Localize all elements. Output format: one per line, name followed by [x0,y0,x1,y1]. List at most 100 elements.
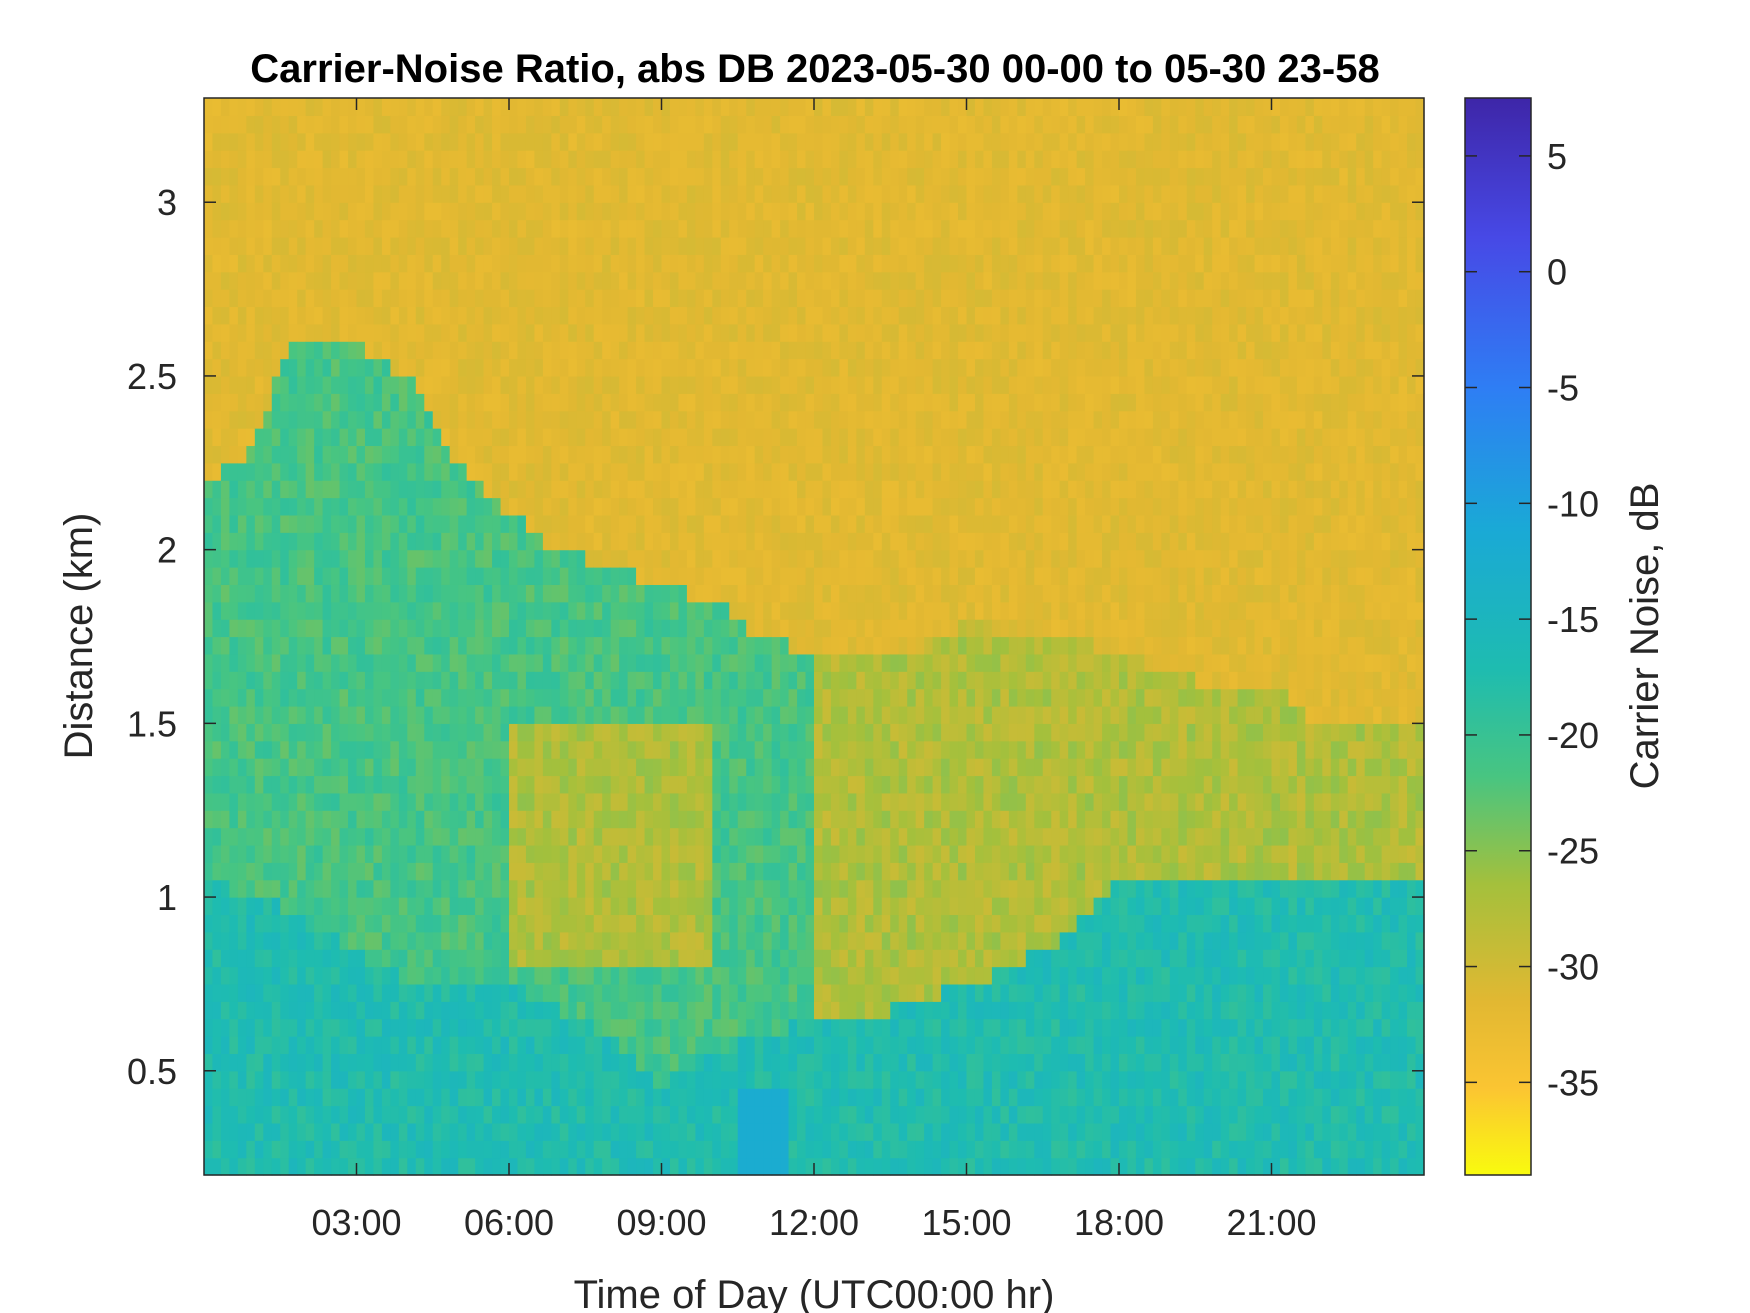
heatmap-cell [466,150,476,169]
heatmap-cell [204,393,214,412]
heatmap-cell [839,601,849,620]
heatmap-cell [780,897,790,916]
heatmap-cell [737,792,747,811]
heatmap-cell [712,202,722,221]
heatmap-cell [441,897,451,916]
heatmap-cell [576,98,586,116]
heatmap-cell [737,236,747,255]
heatmap-cell [212,445,222,464]
heatmap-cell [678,723,688,742]
heatmap-cell [703,914,713,933]
heatmap-cell [746,184,756,203]
heatmap-cell [263,810,273,829]
heatmap-cell [873,1018,883,1037]
heatmap-cell [619,341,629,360]
heatmap-cell [822,341,832,360]
heatmap-cell [483,428,493,447]
heatmap-cell [542,897,552,916]
heatmap-cell [542,844,552,863]
heatmap-cell [356,897,366,916]
heatmap-cell [602,480,612,499]
heatmap-cell [288,619,298,638]
heatmap-cell [475,375,485,394]
heatmap-cell [729,671,739,690]
heatmap-cell [356,410,366,429]
heatmap-cell [763,184,773,203]
heatmap-cell [390,1088,400,1107]
heatmap-cell [204,375,214,394]
heatmap-cell [509,1070,519,1089]
heatmap-cell [314,1157,324,1176]
heatmap-cell [458,323,468,342]
heatmap-cell [576,931,586,950]
heatmap-cell [297,1001,307,1020]
heatmap-cell [441,584,451,603]
heatmap-cell [703,601,713,620]
heatmap-cell [492,341,502,360]
heatmap-cell [432,132,442,151]
heatmap-cell [822,236,832,255]
heatmap-cell [703,445,713,464]
heatmap-cell [686,167,696,186]
heatmap-cell [373,497,383,516]
heatmap-cell [830,132,841,151]
heatmap-cell [212,983,222,1002]
heatmap-cell [763,1036,773,1054]
heatmap-cell [737,167,747,186]
heatmap-cell [314,219,324,238]
heatmap-cell [348,1157,358,1176]
heatmap-cell [441,132,451,151]
heatmap-cell [873,1001,883,1020]
heatmap-cell [636,862,646,881]
heatmap-cell [407,1157,417,1176]
heatmap-cell [466,219,476,238]
heatmap-cell [805,375,815,394]
heatmap-cell [636,688,646,707]
heatmap-cell [873,740,883,759]
heatmap-cell [415,445,425,464]
heatmap-cell [661,636,671,655]
heatmap-cell [678,132,688,151]
heatmap-cell [873,653,883,672]
heatmap-cell [364,1001,375,1020]
heatmap-cell [619,705,629,724]
heatmap-cell [424,705,434,724]
heatmap-cell [712,1070,722,1089]
heatmap-cell [288,1070,298,1089]
heatmap-cell [805,428,815,447]
heatmap-cell [237,1140,247,1159]
heatmap-cell [229,1036,239,1054]
heatmap-cell [475,653,485,672]
heatmap-cell [856,532,866,551]
heatmap-cell [415,184,425,203]
heatmap-cell [847,1105,857,1124]
heatmap-cell [229,601,239,620]
heatmap-cell [381,897,391,916]
heatmap-cell [788,792,798,811]
heatmap-cell [424,1053,434,1072]
heatmap-cell [822,184,832,203]
heatmap-cell [551,688,561,707]
heatmap-cell [356,1053,366,1072]
heatmap-cell [822,636,832,655]
heatmap-cell [280,705,290,724]
heatmap-cell [475,1018,485,1037]
heatmap-cell [805,897,815,916]
heatmap-cell [466,98,476,116]
heatmap-cell [822,792,832,811]
heatmap-cell [780,375,790,394]
heatmap-cell [373,445,383,464]
heatmap-cell [669,949,680,968]
heatmap-cell [458,758,468,777]
heatmap-cell [856,341,866,360]
heatmap-cell [458,601,468,620]
heatmap-cell [619,931,629,950]
heatmap-cell [331,1053,341,1072]
heatmap-cell [398,879,408,898]
heatmap-cell [602,410,612,429]
heatmap-cell [348,1088,358,1107]
heatmap-cell [458,619,468,638]
heatmap-cell [703,931,713,950]
heatmap-cell [263,1140,273,1159]
heatmap-cell [458,289,468,308]
